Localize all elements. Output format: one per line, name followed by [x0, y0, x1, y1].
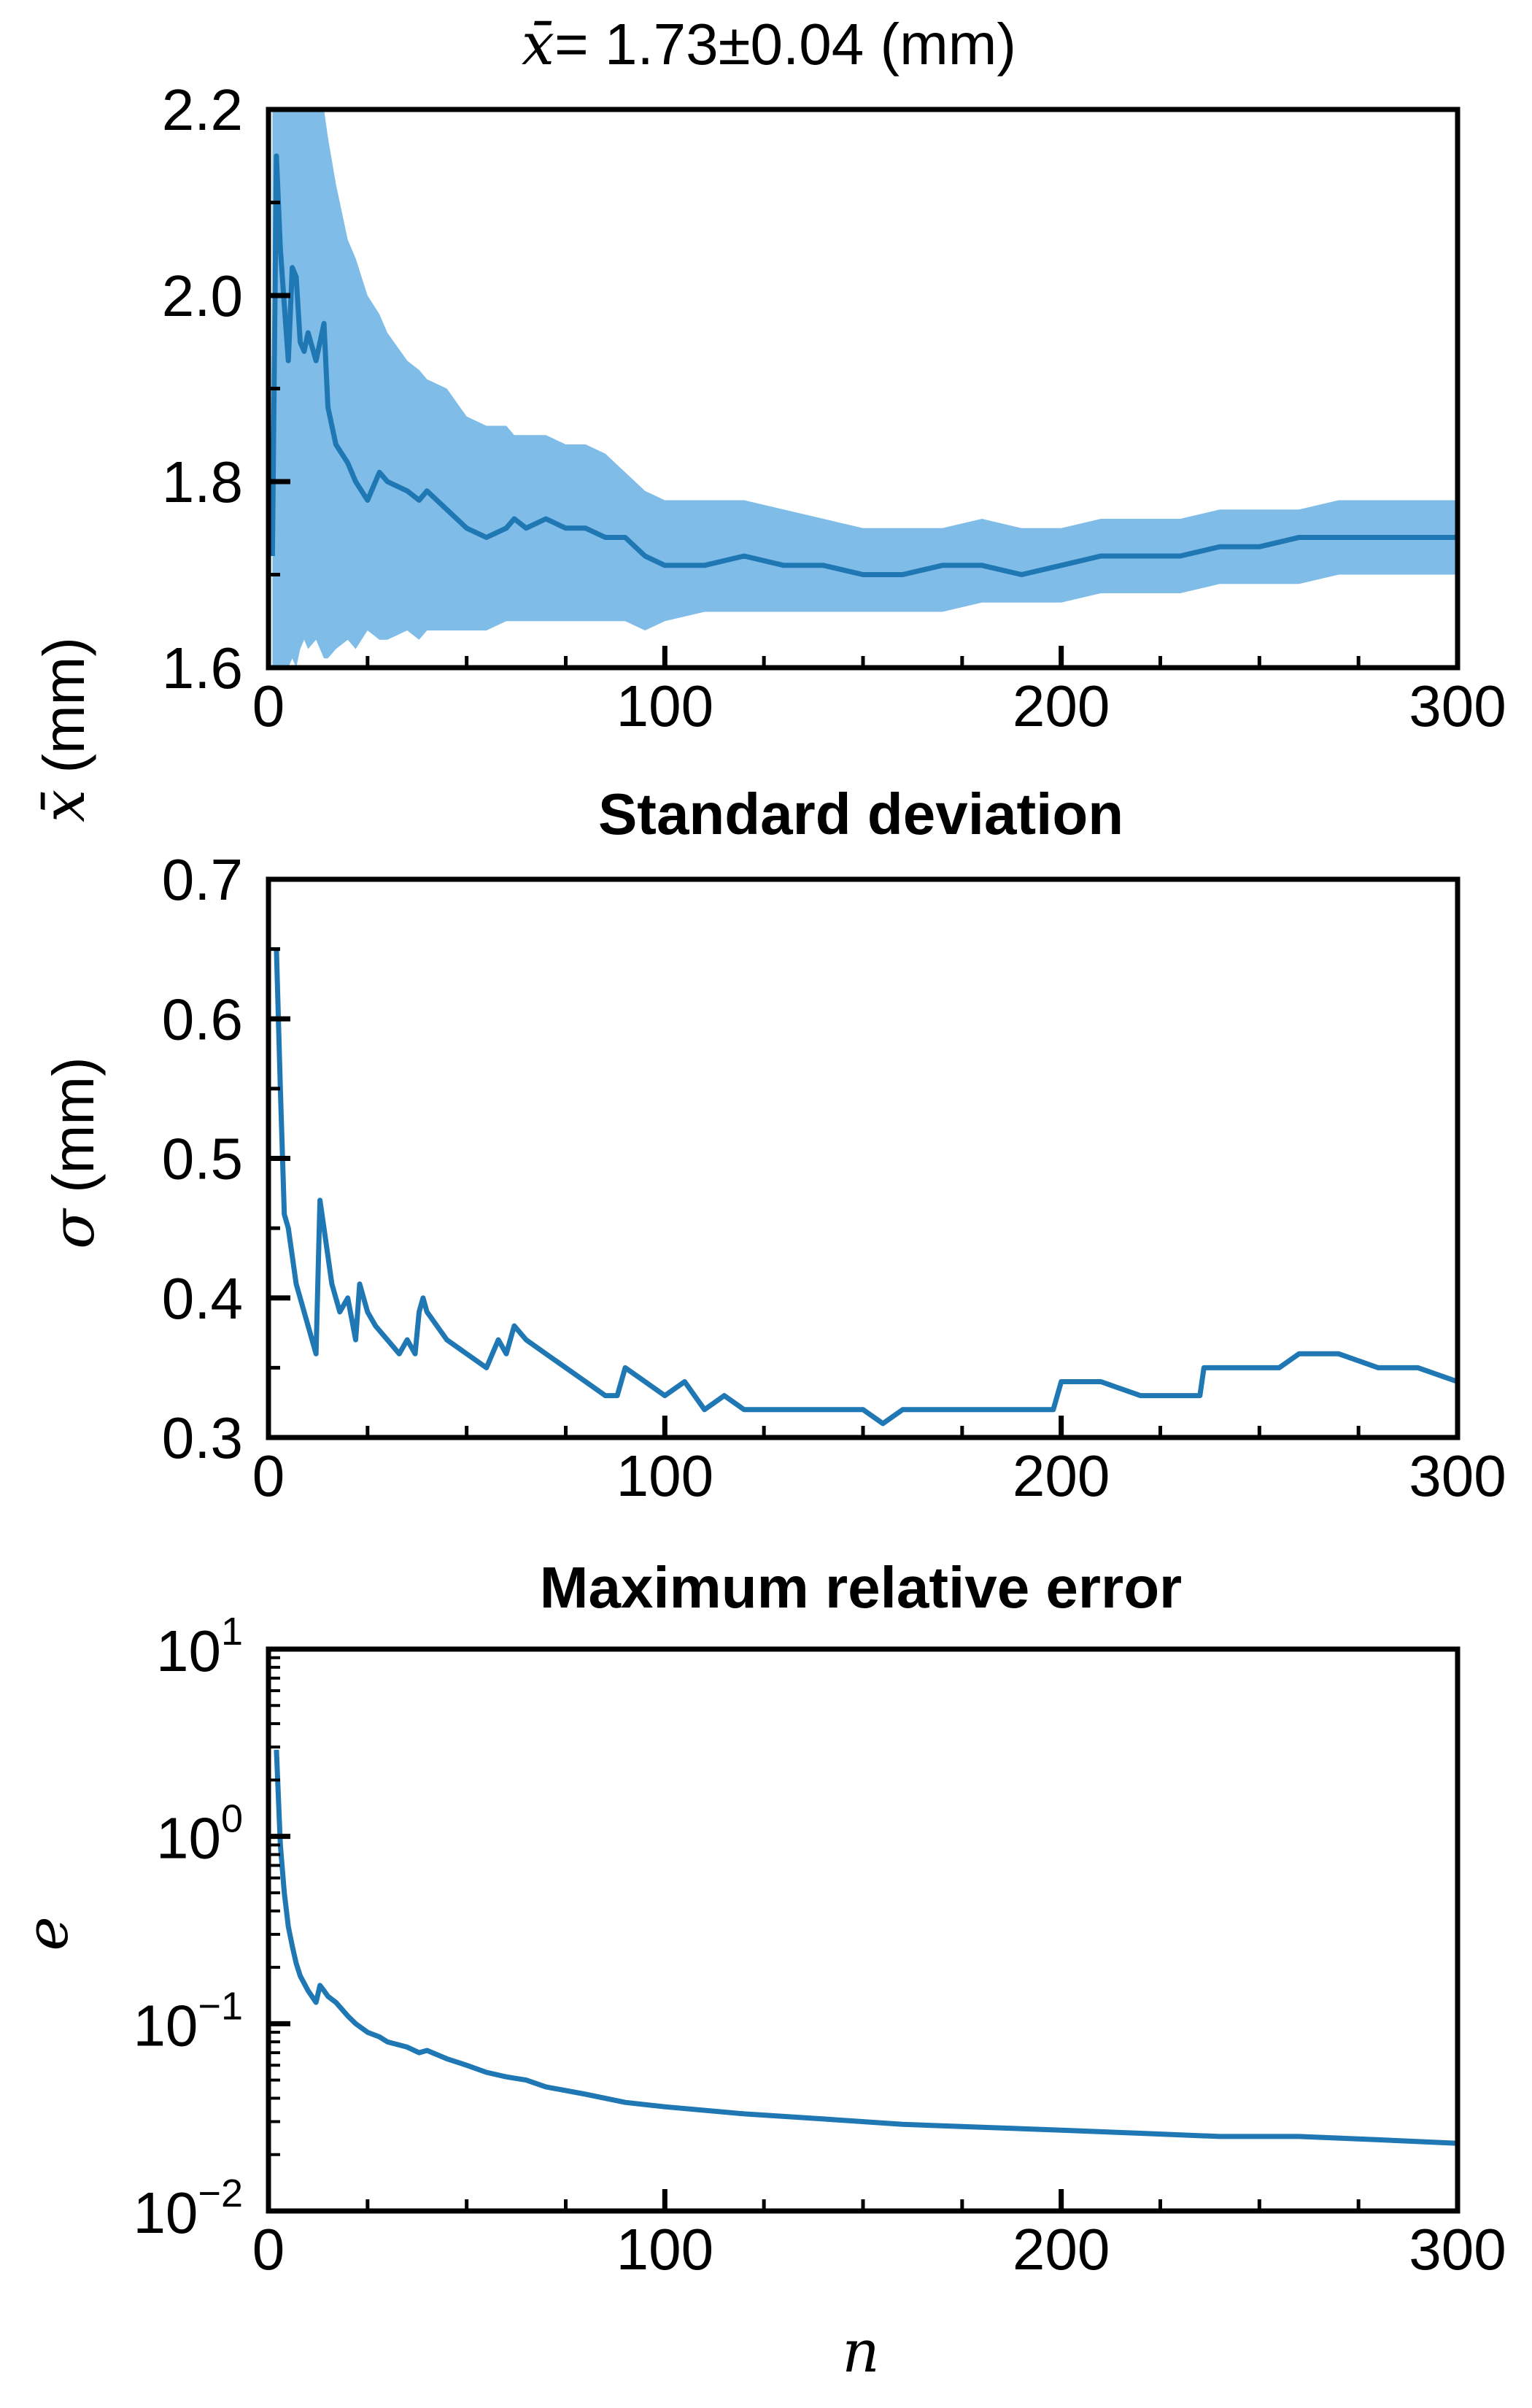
std-xtick-label: 100 [616, 1443, 713, 1508]
std-ytick-label: 0.4 [162, 1266, 243, 1331]
mean-ytick-label: 2.0 [162, 263, 243, 328]
std-ylabel: σ (mm) [39, 1057, 107, 1249]
std-axes-frame [266, 876, 1461, 1440]
mean-panel: x̄ = 1.73±0.04 (mm) x̄ (mm) 0 100 200 300 1.… [30, 10, 1506, 822]
error-ylabel: e [13, 1916, 81, 1950]
error-axes-frame [266, 1646, 1461, 2214]
std-ylabel-text: (mm) [41, 1057, 106, 1209]
std-ylabel-group: σ (mm) [39, 1057, 107, 1249]
error-xtick-label: 100 [616, 2217, 713, 2282]
mean-ytick-label: 2.2 [162, 77, 243, 142]
error-xtick-label: 0 [252, 2217, 285, 2282]
x-axis-label: n [842, 2318, 880, 2385]
mean-ylabel-symbol: x̄ [30, 790, 98, 822]
std-xtick-label: 200 [1013, 1443, 1110, 1508]
mean-ylabel-group: x̄ (mm) [30, 637, 98, 822]
std-ylabel-symbol: σ [39, 1208, 107, 1249]
std-panel: Standard deviation σ (mm) 0 100 200 300 0.3 0… [39, 782, 1506, 1508]
std-xtick-label: 300 [1409, 1443, 1506, 1508]
error-series-line [274, 1749, 1458, 2146]
error-panel: Maximum relative error e 0 100 200 300 10−2 1… [13, 1555, 1506, 2282]
std-series-line [274, 949, 1458, 1427]
error-ytick-label: 10−1 [133, 1984, 243, 2058]
mean-xtick-label: 200 [1013, 674, 1110, 738]
std-ytick-label: 0.3 [162, 1405, 243, 1470]
mean-ytick-label: 1.8 [162, 449, 243, 514]
mean-title: = 1.73±0.04 (mm) [554, 12, 1016, 77]
error-title: Maximum relative error [540, 1555, 1182, 1620]
mean-title-symbol: x̄ [522, 10, 554, 78]
std-ytick-label: 0.6 [162, 987, 243, 1051]
mean-ylabel-text: (mm) [31, 637, 96, 790]
mean-xtick-label: 100 [616, 674, 713, 738]
mean-error-band [272, 109, 1458, 668]
mean-ylabel: x̄ (mm) [30, 637, 98, 822]
error-ytick-label: 100 [156, 1797, 243, 1871]
mean-xtick-label: 0 [252, 674, 285, 738]
std-ytick-label: 0.7 [162, 847, 243, 912]
mean-series-line [269, 153, 1458, 577]
error-xtick-label: 300 [1409, 2217, 1506, 2282]
error-ytick-label: 101 [156, 1610, 243, 1683]
std-xtick-label: 0 [252, 1443, 285, 1508]
std-ytick-label: 0.5 [162, 1127, 243, 1192]
error-ytick-label: 10−2 [133, 2172, 243, 2245]
mean-ytick-label: 1.6 [162, 636, 243, 701]
mean-xtick-label: 300 [1409, 674, 1506, 738]
error-xtick-label: 200 [1013, 2217, 1110, 2282]
std-title: Standard deviation [598, 782, 1123, 846]
